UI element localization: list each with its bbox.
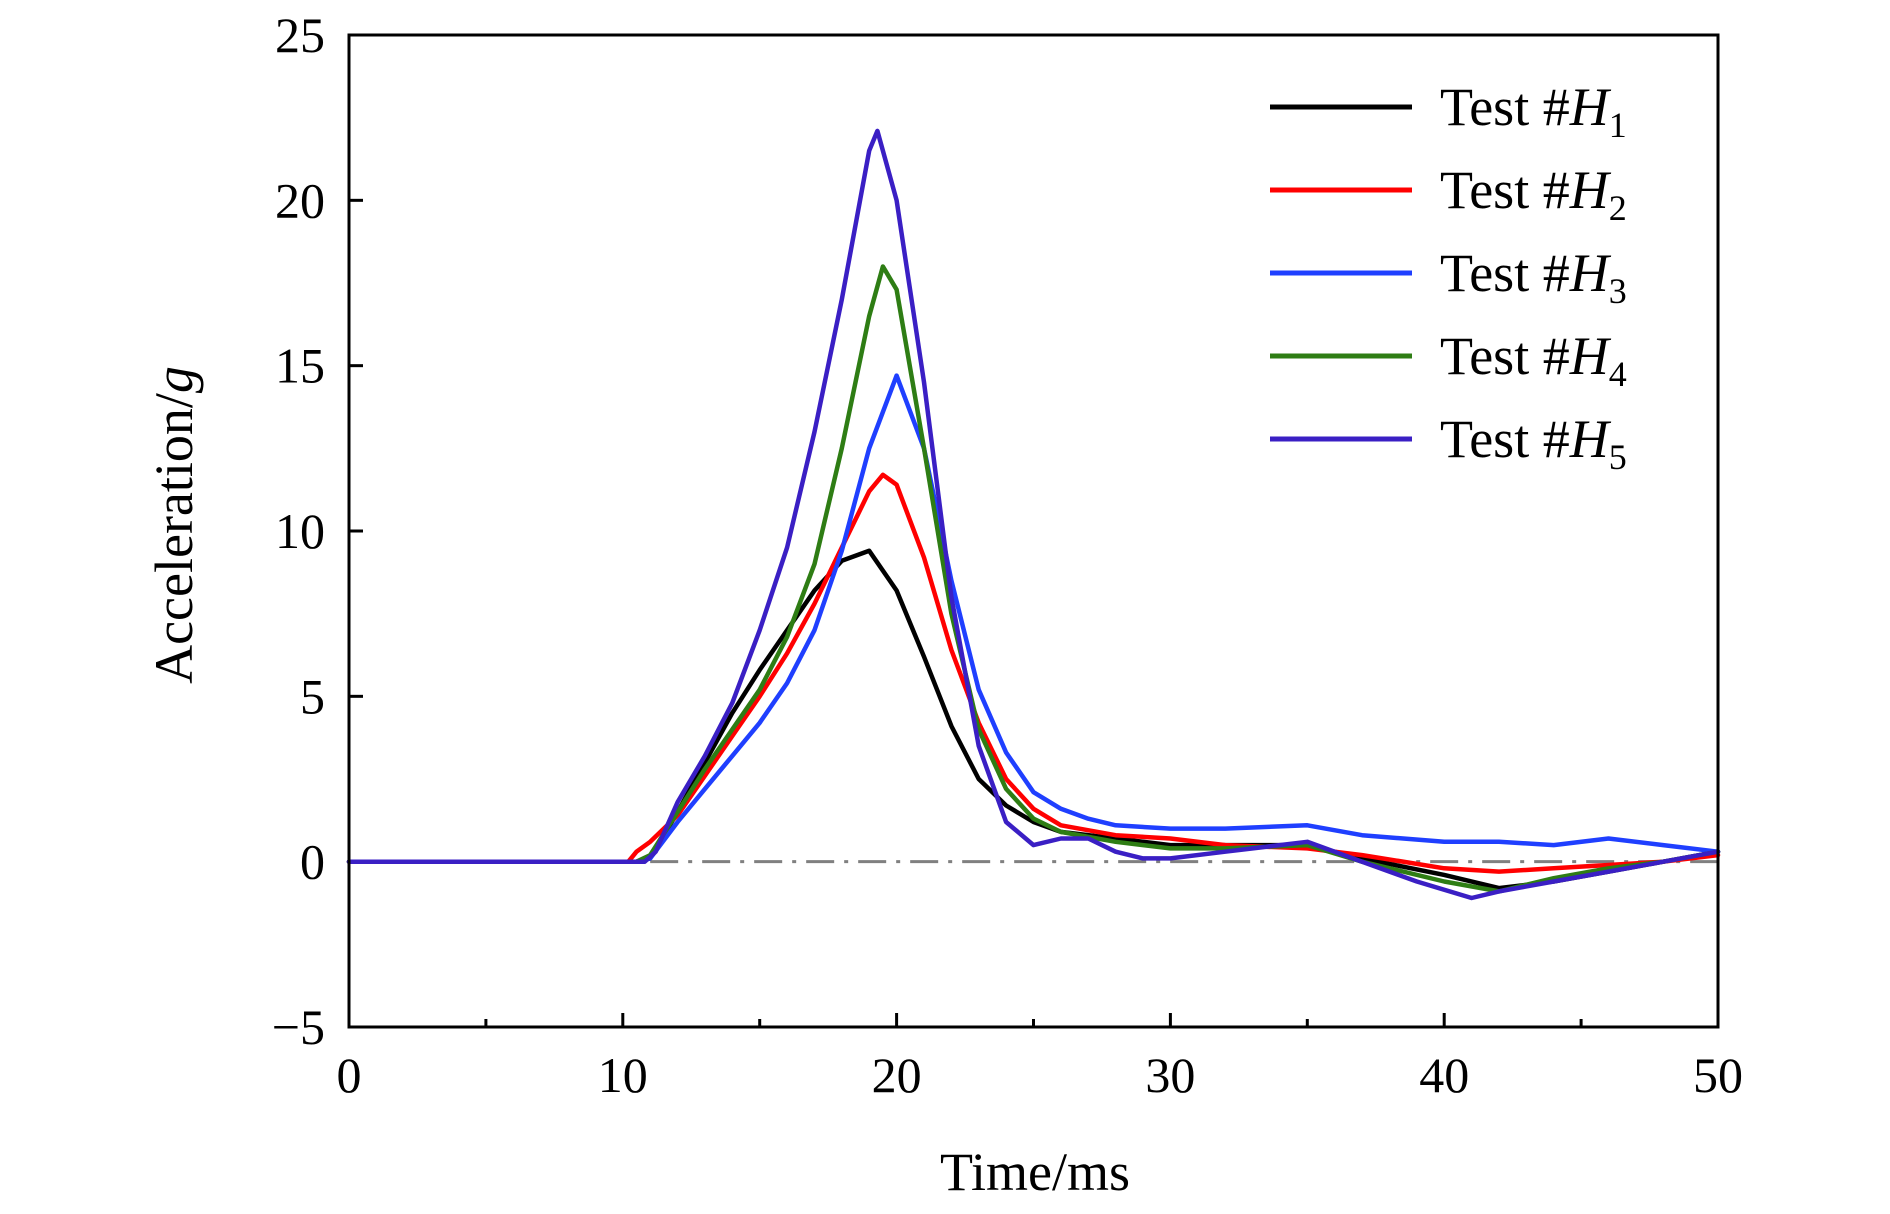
legend-label-h1: Test #H1 (1440, 77, 1627, 145)
y-axis-title-unit: g (144, 366, 204, 393)
legend: Test #H1 Test #H2 Test #H3 Test #H4 Test #H5 (1270, 77, 1627, 477)
series-line-h3 (346, 373, 1721, 864)
x-tick-label: 30 (1145, 1047, 1195, 1103)
y-tick-label: −5 (272, 999, 325, 1055)
x-tick-label: 50 (1693, 1047, 1743, 1103)
y-axis-tick-labels: −5 0 5 10 15 20 25 (272, 7, 325, 1055)
series-line-h1 (346, 548, 1721, 891)
x-axis-tick-labels: 0 10 20 30 40 50 (337, 1047, 1744, 1103)
series-line-h2 (346, 472, 1721, 874)
legend-label-h2: Test #H2 (1440, 160, 1627, 228)
y-tick-label: 25 (275, 7, 325, 63)
y-axis-title: Acceleration/g (144, 366, 204, 684)
y-tick-label: 20 (275, 172, 325, 228)
legend-label-h3: Test #H3 (1440, 243, 1627, 311)
y-tick-label: 0 (300, 834, 325, 890)
y-tick-label: 5 (300, 668, 325, 724)
legend-label-h4: Test #H4 (1440, 326, 1627, 394)
x-tick-label: 0 (337, 1047, 362, 1103)
legend-label-h5: Test #H5 (1440, 409, 1627, 477)
x-axis-title: Time/ms (940, 1142, 1130, 1202)
series-line-h5 (346, 128, 1721, 901)
y-tick-label: 10 (275, 503, 325, 559)
y-tick-label: 15 (275, 338, 325, 394)
x-tick-label: 40 (1419, 1047, 1469, 1103)
y-axis-title-main: Acceleration/ (144, 393, 204, 684)
x-tick-label: 20 (872, 1047, 922, 1103)
x-tick-label: 10 (598, 1047, 648, 1103)
series-lines (346, 128, 1721, 901)
plot-frame (347, 33, 1720, 1029)
